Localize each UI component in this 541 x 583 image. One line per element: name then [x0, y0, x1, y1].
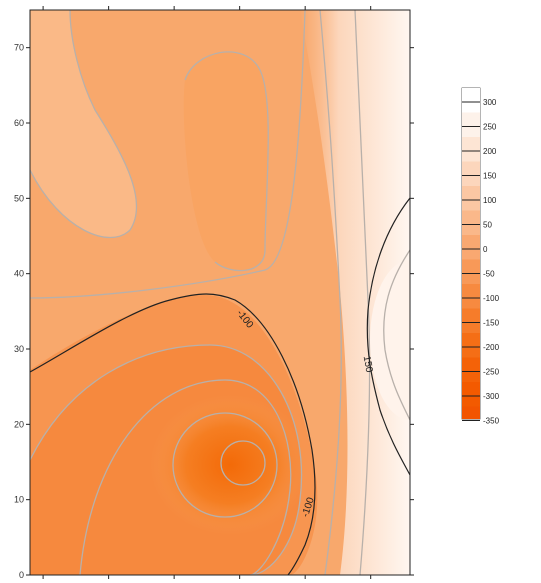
legend-swatch: [462, 382, 480, 407]
region-top-lobe: [183, 51, 269, 271]
contour-line: [319, 10, 342, 575]
contour-line: [220, 440, 266, 486]
contour-line: [79, 379, 292, 575]
legend-swatch: [462, 357, 480, 382]
legend-swatch: [462, 161, 480, 186]
contour-line: [184, 51, 269, 272]
y-tick-label: 20: [14, 419, 24, 429]
contour-line: [172, 412, 278, 518]
y-tick-label: 0: [19, 570, 24, 580]
legend-label: 250: [483, 123, 497, 132]
legend-label: -250: [483, 368, 500, 377]
legend-swatch: [462, 259, 480, 284]
contour-150: [366, 197, 410, 476]
plot-frame: [29, 9, 411, 576]
y-tick-label: 30: [14, 344, 24, 354]
contour-label: 150: [361, 355, 375, 374]
legend-label: 150: [483, 172, 497, 181]
contour-line: [30, 344, 303, 575]
legend-swatch: [462, 112, 480, 137]
color-legend: 300 250 200 150 100 50 0 -50 -100 -150 -200 -250 -30…: [461, 87, 500, 426]
legend-swatch: [462, 235, 480, 260]
region-upper-left: [30, 10, 137, 238]
legend-label: -100: [483, 294, 500, 303]
contour-line: [383, 249, 410, 421]
y-tick-label: 50: [14, 193, 24, 203]
labeled-contours: [30, 197, 410, 575]
legend-label: 300: [483, 98, 497, 107]
legend-label: -350: [483, 417, 500, 426]
legend-swatch: [462, 284, 480, 309]
y-tick-label: 40: [14, 269, 24, 279]
legend-label: 100: [483, 196, 497, 205]
region-minimum: [150, 395, 310, 535]
y-tick-label: 60: [14, 118, 24, 128]
contour-line: [30, 10, 306, 299]
legend-label: 0: [483, 245, 488, 254]
contour-lines: [30, 10, 410, 575]
legend-label: 50: [483, 221, 492, 230]
legend-label: -200: [483, 343, 500, 352]
legend-label: -50: [483, 270, 495, 279]
legend-swatch: [462, 333, 480, 358]
legend-swatch: [462, 186, 480, 211]
contour-minus-100: [30, 293, 316, 575]
legend-swatch: [462, 406, 480, 419]
legend-label: 200: [483, 147, 497, 156]
legend-swatch: [462, 137, 480, 162]
contour-line: [30, 10, 138, 239]
y-axis: 0 10 20 30 40 50 60 70: [14, 43, 414, 580]
y-tick-label: 70: [14, 43, 24, 53]
y-tick-label: 10: [14, 495, 24, 505]
legend-swatch: [462, 308, 480, 333]
legend-label: -300: [483, 392, 500, 401]
region-right-band: [300, 10, 410, 575]
legend-label: -150: [483, 319, 500, 328]
x-axis: [42, 6, 372, 579]
region-maximum: [370, 260, 410, 420]
legend-swatch: [462, 210, 480, 235]
plot-area: [30, 10, 410, 575]
contour-line: [354, 10, 371, 575]
legend-swatch: [462, 88, 480, 113]
